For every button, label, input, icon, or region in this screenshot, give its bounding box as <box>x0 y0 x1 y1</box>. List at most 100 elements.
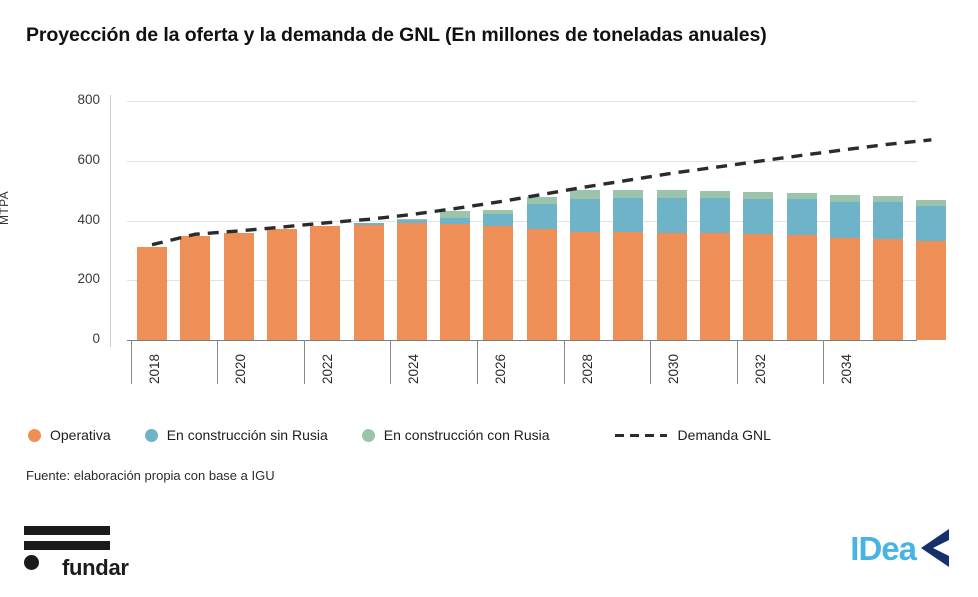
legend-item[interactable]: Demanda GNL <box>614 427 771 443</box>
bar-segment <box>829 195 860 202</box>
x-axis-tick-mark <box>217 340 219 384</box>
bar-group <box>786 101 817 340</box>
legend-label: En construcción con Rusia <box>383 427 550 443</box>
legend-item[interactable]: Operativa <box>28 427 111 443</box>
source-note: Fuente: elaboración propia con base a IG… <box>26 468 275 483</box>
bar-segment <box>526 196 557 204</box>
legend-item[interactable]: En construcción con Rusia <box>361 427 550 443</box>
x-axis-tick-mark <box>823 340 825 384</box>
chart-legend: Operativa En construcción sin Rusia En con… <box>28 424 805 446</box>
bar-segment <box>699 233 730 340</box>
bar-segment <box>916 199 947 206</box>
bar-segment <box>570 198 600 232</box>
fundar-logo: fundar <box>24 522 214 584</box>
x-axis-tick-label: 2022 <box>319 353 335 384</box>
x-axis-tick-mark <box>130 340 132 384</box>
legend-label: Operativa <box>50 427 111 443</box>
x-axis-tick-mark <box>303 340 305 384</box>
legend-label: En construcción sin Rusia <box>166 427 328 443</box>
bar-segment <box>483 226 514 340</box>
bar-group <box>223 101 254 340</box>
bar-segment <box>873 238 904 340</box>
bar-group <box>656 101 687 340</box>
bar-segment <box>440 224 471 340</box>
bar-group <box>310 101 341 340</box>
bar-segment <box>483 213 514 227</box>
circle-icon <box>144 428 158 442</box>
bar-group <box>613 101 644 340</box>
bar-segment <box>829 201 860 239</box>
y-axis-spine <box>110 95 111 347</box>
bar-group <box>440 101 471 340</box>
chevron-left-icon <box>921 529 949 567</box>
circle-icon <box>28 428 41 442</box>
bar-group <box>353 101 384 340</box>
x-axis-tick-mark <box>736 340 738 384</box>
bar-group <box>137 101 167 340</box>
bar-segment <box>223 233 254 340</box>
idea-logo: IDea <box>850 524 952 572</box>
bar-segment <box>396 219 427 223</box>
bar-group <box>483 101 514 340</box>
bar-segment <box>916 205 947 241</box>
bar-segment <box>526 228 557 340</box>
y-axis-tick-label: 400 <box>77 211 100 227</box>
fundar-dot-icon <box>24 555 39 570</box>
bar-segment <box>440 217 471 225</box>
x-axis-tick-mark <box>476 340 479 384</box>
bar-segment <box>743 233 774 340</box>
bar-segment <box>656 232 687 340</box>
legend-label: Demanda GNL <box>677 427 771 443</box>
bar-segment <box>353 224 384 340</box>
legend-item[interactable]: En construcción sin Rusia <box>144 427 328 443</box>
bar-segment <box>786 234 817 340</box>
x-axis-tick-label: 2032 <box>752 353 768 384</box>
x-axis-tick-label: 2028 <box>579 353 595 384</box>
bar-group <box>180 101 211 340</box>
circle-icon <box>361 428 375 442</box>
bar-segment <box>916 240 947 340</box>
bar-group <box>916 101 947 340</box>
bar-segment <box>396 218 427 220</box>
x-axis-tick-label: 2034 <box>839 353 855 384</box>
bar-segment <box>786 198 817 235</box>
bar-group <box>570 101 600 340</box>
bar-group <box>829 101 860 340</box>
fundar-bar-top <box>24 526 110 535</box>
bar-segment <box>266 229 297 340</box>
bar-segment <box>310 225 341 340</box>
bar-segment <box>353 223 384 225</box>
bar-segment <box>829 238 860 340</box>
x-axis-tick-label: 2024 <box>406 353 422 384</box>
chart-plot-area: MTPA 0 200 400 600 800 2018 2020 2022 2024 2026 2… <box>0 92 947 384</box>
bar-segment <box>526 203 557 229</box>
gridline <box>127 280 917 282</box>
x-axis-tick-label: 2020 <box>233 353 249 384</box>
bar-segment <box>699 198 730 234</box>
bar-group <box>743 101 774 340</box>
bar-segment <box>656 190 687 199</box>
x-axis-tick-mark <box>650 340 652 384</box>
bar-group <box>526 101 557 340</box>
bar-segment <box>699 190 730 199</box>
bar-segment <box>570 231 600 340</box>
bar-segment <box>570 190 600 199</box>
x-axis-tick-mark <box>390 340 392 384</box>
gridline <box>127 101 917 102</box>
y-axis-tick-label: 800 <box>77 92 100 107</box>
bar-group <box>266 101 297 340</box>
bar-segment <box>396 222 427 340</box>
bar-segment <box>440 210 471 218</box>
y-axis-tick-label: 600 <box>77 151 100 167</box>
bar-segment <box>743 198 774 234</box>
fundar-wordmark: fundar <box>62 555 129 580</box>
bar-segment <box>483 209 514 214</box>
bar-segment <box>873 195 904 202</box>
bar-segment <box>180 236 211 340</box>
x-axis-tick-label: 2026 <box>492 353 508 384</box>
fundar-bar-bottom <box>24 541 110 550</box>
bar-segment <box>743 192 774 199</box>
bar-group <box>396 101 427 340</box>
bar-segment <box>613 198 644 233</box>
